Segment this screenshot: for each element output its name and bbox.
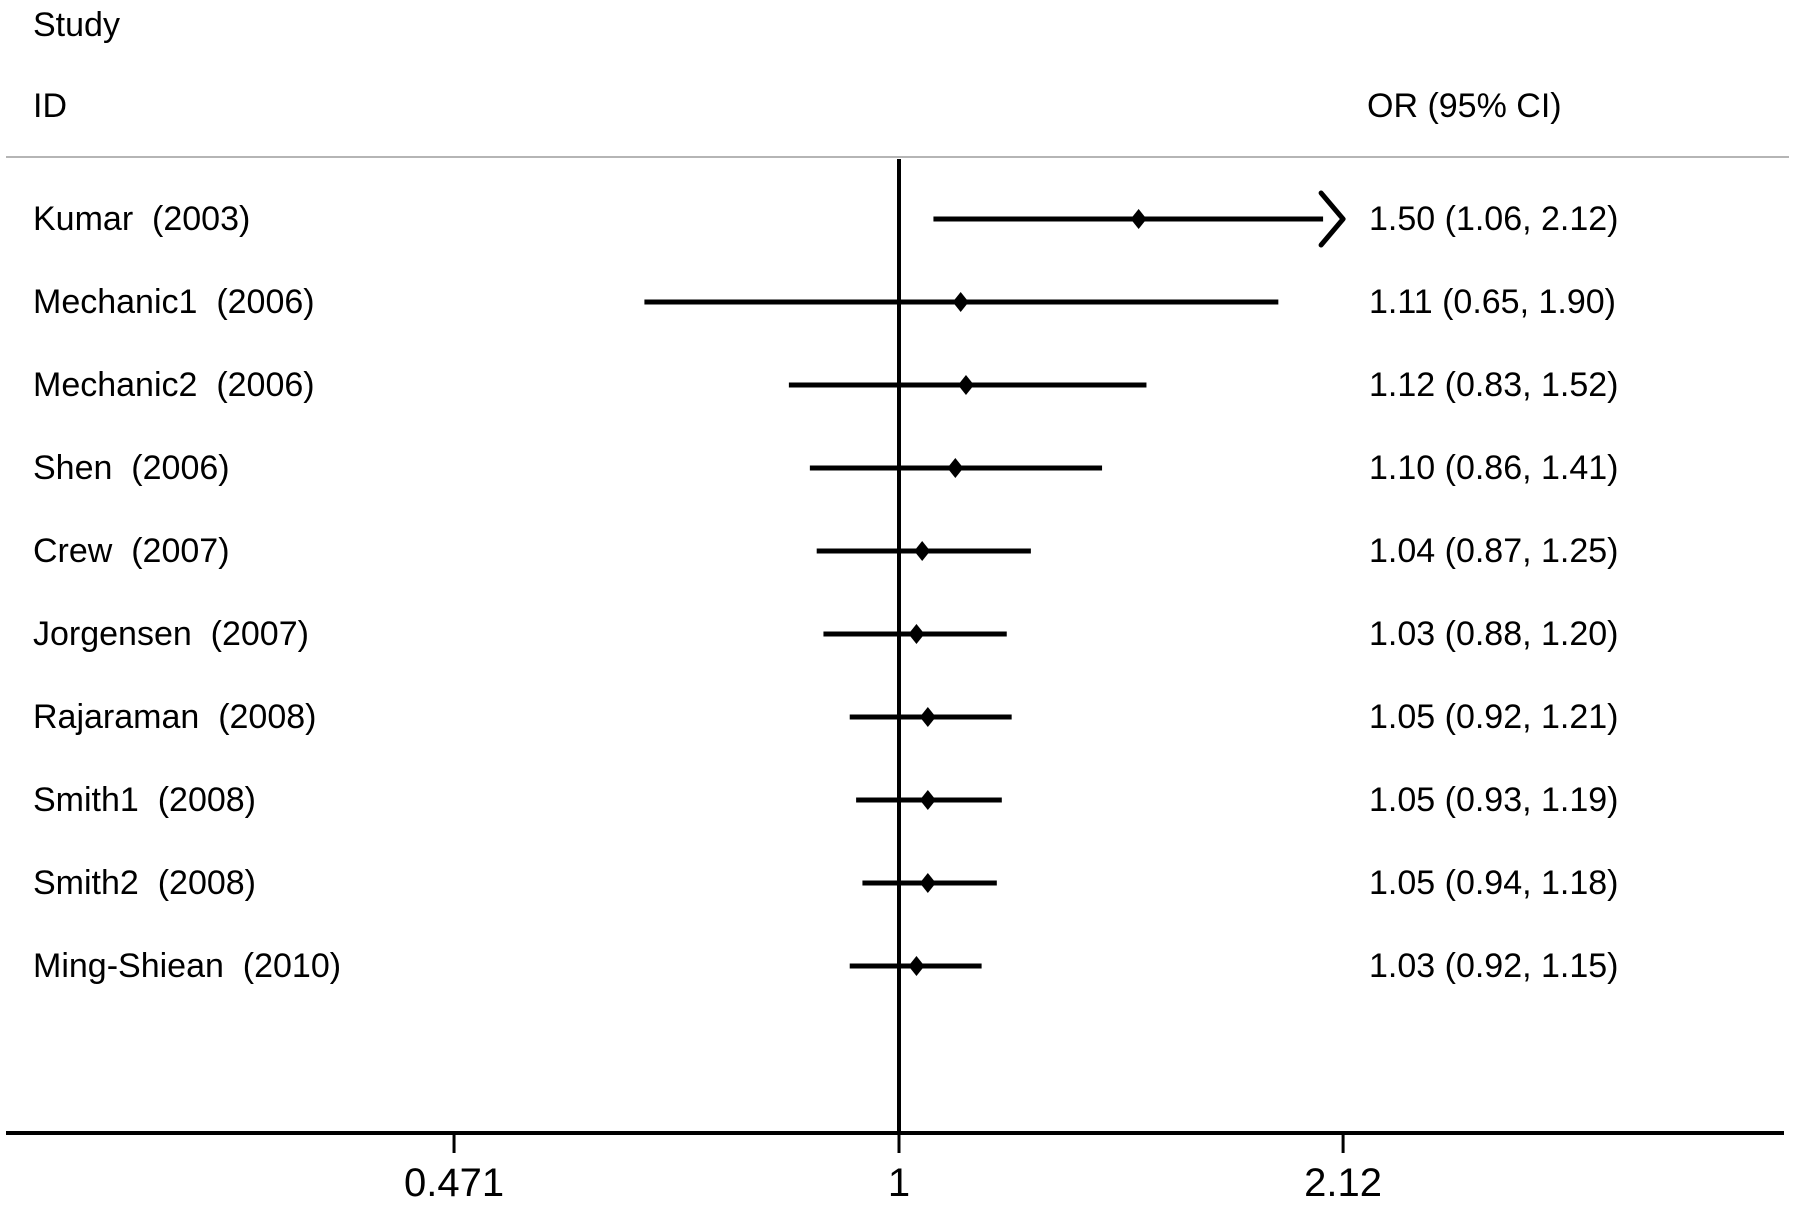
or-ci-value: 1.50 (1.06, 2.12) <box>1369 200 1619 238</box>
point-estimate-diamond <box>947 458 964 478</box>
study-label: Crew (2007) <box>33 532 230 570</box>
point-estimate-diamond <box>919 707 936 727</box>
point-estimate-diamond <box>914 541 931 561</box>
point-estimate-diamond <box>1130 209 1147 229</box>
or-ci-value: 1.05 (0.94, 1.18) <box>1369 864 1619 902</box>
or-ci-value: 1.11 (0.65, 1.90) <box>1369 283 1616 321</box>
study-label: Mechanic1 (2006) <box>33 283 315 321</box>
or-ci-value: 1.03 (0.92, 1.15) <box>1369 947 1619 985</box>
point-estimate-diamond <box>919 873 936 893</box>
column-header-study: Study <box>33 6 120 44</box>
or-ci-value: 1.05 (0.93, 1.19) <box>1369 781 1619 819</box>
or-ci-value: 1.03 (0.88, 1.20) <box>1369 615 1619 653</box>
study-label: Shen (2006) <box>33 449 230 487</box>
study-label: Jorgensen (2007) <box>33 615 309 653</box>
or-ci-value: 1.12 (0.83, 1.52) <box>1369 366 1619 404</box>
point-estimate-diamond <box>957 375 974 395</box>
study-label: Mechanic2 (2006) <box>33 366 315 404</box>
study-label: Smith1 (2008) <box>33 781 256 819</box>
or-ci-value: 1.05 (0.92, 1.21) <box>1369 698 1619 736</box>
ci-clipped-arrow-icon <box>1318 190 1346 248</box>
study-label: Smith2 (2008) <box>33 864 256 902</box>
or-ci-value: 1.10 (0.86, 1.41) <box>1369 449 1619 487</box>
header-separator-line <box>6 156 1789 158</box>
point-estimate-diamond <box>908 956 925 976</box>
column-header-id: ID <box>33 87 67 125</box>
x-axis-tick-label: 2.12 <box>1304 1161 1383 1205</box>
column-header-or-ci: OR (95% CI) <box>1367 87 1562 125</box>
point-estimate-diamond <box>952 292 969 312</box>
point-estimate-diamond <box>919 790 936 810</box>
or-ci-value: 1.04 (0.87, 1.25) <box>1369 532 1619 570</box>
point-estimate-diamond <box>908 624 925 644</box>
study-label: Ming-Shiean (2010) <box>33 947 342 985</box>
x-axis-tick-label: 1 <box>887 1161 911 1205</box>
x-axis-tick-label: 0.471 <box>403 1161 505 1205</box>
study-label: Rajaraman (2008) <box>33 698 317 736</box>
study-label: Kumar (2003) <box>33 200 251 238</box>
